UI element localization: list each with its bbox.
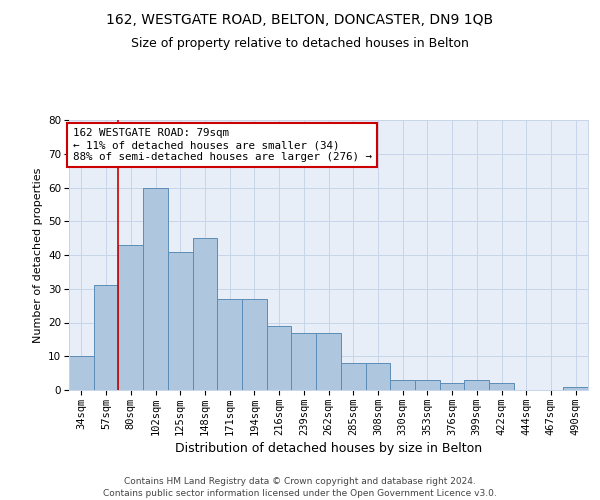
Bar [267,326,292,390]
Bar [118,245,143,390]
Bar [365,363,390,390]
Bar [242,299,267,390]
Bar [292,332,316,390]
Bar [168,252,193,390]
Bar [143,188,168,390]
Text: 162 WESTGATE ROAD: 79sqm
← 11% of detached houses are smaller (34)
88% of semi-d: 162 WESTGATE ROAD: 79sqm ← 11% of detach… [73,128,372,162]
Bar [316,332,341,390]
Bar [440,383,464,390]
Bar [217,299,242,390]
Bar [193,238,217,390]
Bar [464,380,489,390]
Text: Size of property relative to detached houses in Belton: Size of property relative to detached ho… [131,38,469,51]
Bar [94,286,118,390]
Y-axis label: Number of detached properties: Number of detached properties [32,168,43,342]
Bar [341,363,365,390]
Text: Contains HM Land Registry data © Crown copyright and database right 2024.
Contai: Contains HM Land Registry data © Crown c… [103,476,497,498]
Bar [489,383,514,390]
X-axis label: Distribution of detached houses by size in Belton: Distribution of detached houses by size … [175,442,482,455]
Bar [415,380,440,390]
Bar [563,386,588,390]
Text: 162, WESTGATE ROAD, BELTON, DONCASTER, DN9 1QB: 162, WESTGATE ROAD, BELTON, DONCASTER, D… [106,12,494,26]
Bar [69,356,94,390]
Bar [390,380,415,390]
